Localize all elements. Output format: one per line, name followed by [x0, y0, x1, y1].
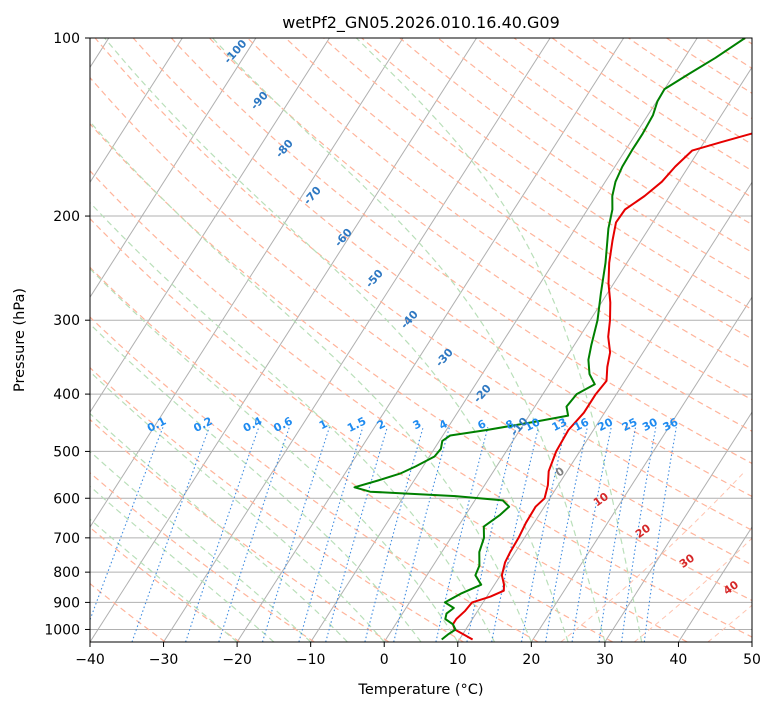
moist-adiabat-line: [90, 120, 532, 642]
isotherm-line: [236, 38, 625, 642]
x-tick-label: 50: [743, 652, 761, 668]
mixing-ratio-line: [545, 427, 588, 642]
x-tick-label: 10: [449, 652, 467, 668]
isotherm-line: [604, 411, 752, 642]
dry-adiabat-line: [170, 38, 752, 465]
x-tick-label: −20: [222, 652, 252, 668]
moist-adiabat-line: [212, 38, 606, 642]
y-tick-label: 100: [53, 31, 80, 47]
x-axis-ticks: −40 −30 −20 −10 0 10 20 30 40 50: [75, 642, 761, 668]
mixing-ratio-line: [298, 427, 364, 642]
mixing-ratio-line: [571, 427, 612, 642]
x-tick-label: 0: [380, 652, 389, 668]
mixing-ratio-line: [491, 427, 540, 642]
y-tick-label: 600: [53, 491, 80, 507]
isotherm-line: [90, 38, 330, 414]
moist-adiabat-line: [90, 485, 275, 642]
mixing-ratio-label: 25: [620, 416, 640, 435]
y-tick-label: 400: [53, 387, 80, 403]
mixing-ratio-line: [218, 427, 290, 642]
dry-adiabat-line: [323, 38, 752, 340]
dry-adiabat-lines: [90, 38, 752, 642]
isotherm-line: [90, 38, 257, 299]
dry-adiabat-line: [90, 170, 752, 638]
mixing-ratio-line: [520, 427, 567, 642]
moist-adiabat-line: [90, 370, 385, 642]
isotherm-line: [90, 38, 404, 528]
moist-adiabat-line: [90, 323, 422, 642]
chart-title: wetPf2_GN05.2026.010.16.40.G09: [282, 13, 560, 33]
sounding-profiles: [353, 38, 752, 641]
x-tick-label: −40: [75, 652, 105, 668]
mixing-ratio-label: 30: [640, 415, 660, 434]
mixing-ratio-label: 36: [661, 415, 681, 434]
plot-area: 0.1 0.2 0.4 0.6 1 1.5 2 3 4 6 8 10 13 16 20 25 30 3601020…: [90, 38, 752, 642]
isotherm-line: [383, 66, 752, 642]
dry-adiabat-line: [90, 472, 315, 642]
isotherm-line: [163, 38, 551, 642]
y-axis-label: Pressure (hPa): [12, 288, 28, 392]
dry-adiabat-line: [90, 316, 539, 642]
x-tick-label: 40: [670, 652, 688, 668]
mixing-ratio-line: [364, 427, 424, 642]
x-tick-label: −10: [296, 652, 326, 668]
y-tick-label: 200: [53, 209, 80, 225]
moist-adiabat-line: [90, 450, 312, 642]
x-tick-label: −30: [149, 652, 179, 668]
mixing-ratio-line: [261, 427, 331, 642]
theta-e-lines: [560, 470, 752, 642]
isotherm-line: [457, 181, 752, 642]
y-axis-ticks: 100 200 300 400 500 600 700 800 900 1000: [44, 31, 90, 638]
dry-adiabat-line: [285, 38, 752, 370]
isotherm-line: [678, 526, 752, 642]
mixing-ratio-line: [185, 427, 260, 642]
dry-adiabat-line: [90, 76, 752, 566]
isotherm-line: [310, 38, 698, 642]
isotherm-line: [90, 38, 477, 642]
mixing-ratio-label: 10: [523, 415, 543, 434]
moist-adiabat-line: [355, 38, 643, 642]
x-axis-label: Temperature (°C): [357, 682, 483, 698]
moist-adiabat-line: [90, 412, 348, 642]
dry-adiabat-line: [399, 38, 752, 282]
mixing-ratio-line: [621, 427, 657, 642]
dry-adiabat-line: [361, 38, 752, 311]
isotherm-lines: [90, 38, 752, 642]
y-tick-label: 500: [53, 444, 80, 460]
plot-frame: [89, 37, 753, 643]
mixing-ratio-line: [325, 427, 388, 642]
dry-adiabat-line: [132, 38, 752, 498]
mixing-ratio-label: 20: [596, 415, 616, 434]
theta-e-line: [633, 537, 752, 642]
mixing-ratio-line: [466, 427, 517, 642]
dewpoint-profile-line: [353, 38, 746, 641]
x-tick-label: 20: [522, 652, 540, 668]
temperature-profile-line: [451, 132, 752, 641]
moist-adiabat-lines: [90, 38, 643, 642]
moist-adiabat-line: [104, 38, 569, 642]
dry-adiabat-line: [90, 122, 752, 602]
moist-adiabat-line: [90, 267, 459, 642]
pressure-gridlines: [90, 38, 752, 630]
mixing-ratio-label: 13: [550, 416, 570, 435]
mixing-ratio-line: [393, 427, 450, 642]
isotherm-line: [530, 296, 752, 642]
moist-adiabat-line: [90, 518, 238, 642]
y-tick-label: 900: [53, 595, 80, 611]
mixing-ratio-label: 16: [572, 415, 592, 434]
y-tick-label: 800: [53, 565, 80, 581]
y-tick-label: 300: [53, 313, 80, 329]
dry-adiabat-line: [247, 38, 752, 401]
x-tick-label: 30: [596, 652, 614, 668]
theta-e-line: [560, 470, 746, 642]
y-tick-label: 1000: [44, 622, 80, 638]
mixing-ratio-line: [435, 427, 489, 642]
mixing-ratio-line: [643, 427, 677, 642]
y-tick-label: 700: [53, 531, 80, 547]
isotherm-line: [90, 38, 183, 184]
